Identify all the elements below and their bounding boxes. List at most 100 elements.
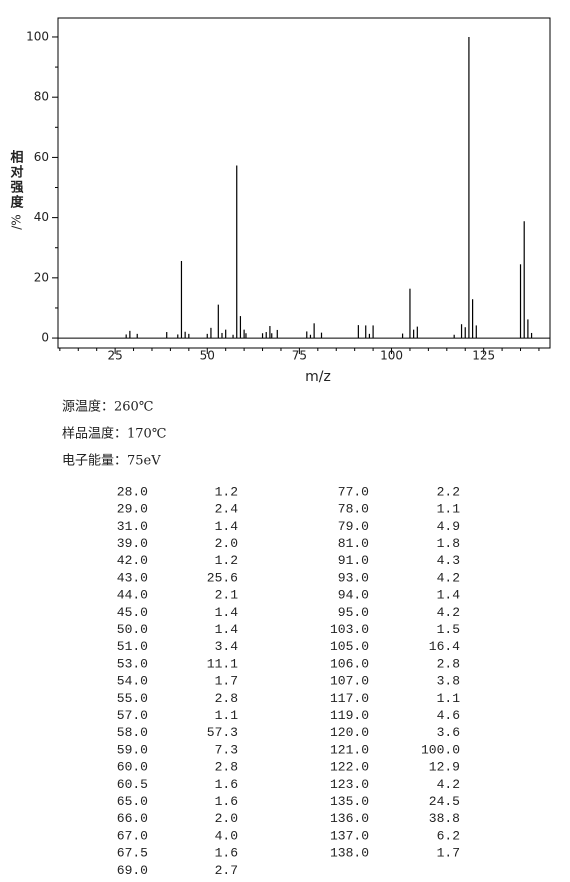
table-cell: 77.0 bbox=[338, 484, 369, 499]
table-cell: 4.2 bbox=[437, 605, 460, 620]
table-cell: 60.0 bbox=[117, 760, 148, 775]
y-axis-label-char: 强 bbox=[10, 181, 23, 196]
table-cell: 67.0 bbox=[117, 828, 148, 843]
table-cell: 51.0 bbox=[117, 639, 148, 654]
table-cell: 44.0 bbox=[117, 588, 148, 603]
table-cell: 11.1 bbox=[207, 656, 238, 671]
table-cell: 50.0 bbox=[117, 622, 148, 637]
table-cell: 6.2 bbox=[437, 828, 460, 843]
table-cell: 1.4 bbox=[215, 519, 239, 534]
table-cell: 31.0 bbox=[117, 519, 148, 534]
y-axis-label-char: 度 bbox=[10, 195, 24, 211]
x-axis-label: m/z bbox=[305, 369, 331, 385]
table-cell: 24.5 bbox=[429, 794, 460, 809]
x-tick-label: 100 bbox=[380, 349, 403, 363]
table-cell: 65.0 bbox=[117, 794, 148, 809]
table-cell: 81.0 bbox=[338, 536, 369, 551]
table-cell: 2.0 bbox=[215, 811, 238, 826]
y-tick-label: 20 bbox=[34, 270, 49, 284]
table-cell: 2.8 bbox=[215, 760, 238, 775]
table-cell: 7.3 bbox=[215, 742, 238, 757]
table-cell: 135.0 bbox=[330, 794, 369, 809]
table-cell: 4.9 bbox=[437, 519, 460, 534]
table-cell: 38.8 bbox=[429, 811, 460, 826]
table-cell: 1.8 bbox=[437, 536, 460, 551]
y-axis-label-unit: /% bbox=[10, 214, 24, 229]
table-cell: 119.0 bbox=[330, 708, 369, 723]
table-cell: 3.4 bbox=[215, 639, 239, 654]
table-cell: 3.6 bbox=[437, 725, 460, 740]
table-cell: 60.5 bbox=[117, 777, 148, 792]
table-cell: 79.0 bbox=[338, 519, 369, 534]
table-cell: 3.8 bbox=[437, 674, 460, 689]
table-cell: 1.6 bbox=[215, 777, 238, 792]
table-cell: 66.0 bbox=[117, 811, 148, 826]
table-cell: 1.6 bbox=[215, 846, 238, 861]
table-cell: 2.7 bbox=[215, 863, 238, 878]
table-cell: 58.0 bbox=[117, 725, 148, 740]
table-cell: 122.0 bbox=[330, 760, 369, 775]
table-cell: 1.7 bbox=[215, 674, 238, 689]
table-cell: 103.0 bbox=[330, 622, 369, 637]
table-cell: 100.0 bbox=[421, 742, 460, 757]
table-cell: 1.7 bbox=[437, 846, 460, 861]
table-cell: 105.0 bbox=[330, 639, 369, 654]
table-cell: 2.4 bbox=[215, 502, 239, 517]
table-cell: 123.0 bbox=[330, 777, 369, 792]
table-cell: 94.0 bbox=[338, 588, 369, 603]
table-cell: 1.1 bbox=[215, 708, 239, 723]
condition: 样品温度：170℃ bbox=[62, 426, 166, 442]
plot-frame bbox=[57, 17, 551, 349]
y-tick-label: 0 bbox=[41, 331, 49, 345]
table-cell: 1.4 bbox=[215, 605, 239, 620]
y-tick-label: 100 bbox=[26, 29, 49, 43]
table-cell: 4.6 bbox=[437, 708, 460, 723]
condition: 电子能量：75eV bbox=[62, 454, 161, 469]
x-tick-label: 75 bbox=[292, 349, 307, 363]
table-cell: 1.1 bbox=[437, 502, 461, 517]
table-cell: 2.2 bbox=[437, 484, 460, 499]
table-cell: 67.5 bbox=[117, 846, 148, 861]
x-tick-label: 25 bbox=[107, 349, 122, 363]
y-tick-label: 60 bbox=[34, 150, 49, 164]
table-cell: 25.6 bbox=[207, 570, 238, 585]
y-axis-label-char: 相 bbox=[10, 150, 23, 166]
table-cell: 138.0 bbox=[330, 846, 369, 861]
table-cell: 69.0 bbox=[117, 863, 148, 878]
table-cell: 91.0 bbox=[338, 553, 369, 568]
table-cell: 4.2 bbox=[437, 570, 460, 585]
table-cell: 121.0 bbox=[330, 742, 369, 757]
table-cell: 29.0 bbox=[117, 502, 148, 517]
table-cell: 2.8 bbox=[215, 691, 238, 706]
table-cell: 42.0 bbox=[117, 553, 148, 568]
table-cell: 2.8 bbox=[437, 656, 460, 671]
table-cell: 1.2 bbox=[215, 484, 238, 499]
table-cell: 4.0 bbox=[215, 828, 238, 843]
x-tick-label: 50 bbox=[200, 349, 215, 363]
table-cell: 59.0 bbox=[117, 742, 148, 757]
table-cell: 95.0 bbox=[338, 605, 369, 620]
table-cell: 54.0 bbox=[117, 674, 148, 689]
table-cell: 117.0 bbox=[330, 691, 369, 706]
table-cell: 1.4 bbox=[215, 622, 239, 637]
table-cell: 4.2 bbox=[437, 777, 460, 792]
table-cell: 107.0 bbox=[330, 674, 369, 689]
y-tick-label: 40 bbox=[34, 210, 49, 224]
y-tick-label: 80 bbox=[34, 90, 49, 104]
table-cell: 2.1 bbox=[215, 588, 239, 603]
table-cell: 53.0 bbox=[117, 656, 148, 671]
table-cell: 120.0 bbox=[330, 725, 369, 740]
table-cell: 43.0 bbox=[117, 570, 148, 585]
table-cell: 136.0 bbox=[330, 811, 369, 826]
table-cell: 28.0 bbox=[117, 484, 148, 499]
table-cell: 16.4 bbox=[429, 639, 460, 654]
x-tick-label: 125 bbox=[472, 349, 495, 363]
table-cell: 57.3 bbox=[207, 725, 238, 740]
table-cell: 55.0 bbox=[117, 691, 148, 706]
y-axis-label-char: 对 bbox=[10, 165, 23, 181]
table-cell: 1.4 bbox=[437, 588, 461, 603]
condition: 源温度：260℃ bbox=[62, 399, 153, 415]
table-cell: 39.0 bbox=[117, 536, 148, 551]
table-cell: 1.5 bbox=[437, 622, 460, 637]
